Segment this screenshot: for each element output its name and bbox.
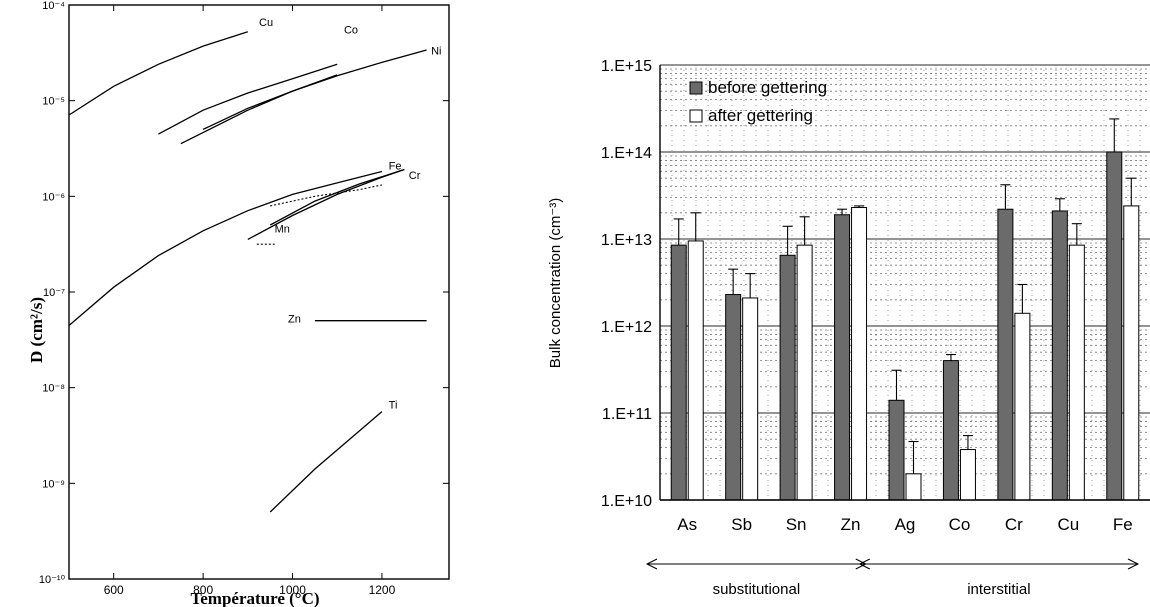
- bar-before-sn: [779, 254, 796, 501]
- left-x-tick-label: 800: [193, 583, 213, 597]
- bar-before-cu: [1051, 210, 1068, 501]
- left-curve-ni: [180, 49, 427, 145]
- diffusivity-chart: 10⁻⁴ 10⁻⁵ 10⁻⁶ 10⁻⁷ 10⁻⁸ 10⁻⁹ 10⁻¹⁰ 600 800 1000…: [27, 0, 450, 607]
- left-curve-co: [158, 63, 338, 135]
- right-x-tick-label: As: [677, 515, 697, 534]
- left-y-tick-label: 10⁻¹⁰: [39, 574, 66, 586]
- right-x-axis: As Sb Sn Zn Ag Co Cr Cu Fe: [677, 515, 1132, 534]
- right-y-tick-label: 1.E+11: [602, 406, 652, 423]
- concentration-chart: 1.E+15 1.E+14 1.E+13 1.E+12 1.E+11 1.E+10 As S…: [547, 58, 1150, 598]
- curve-label-cr: Cr: [409, 170, 421, 182]
- left-y-axis-label: D (cm²/s): [27, 297, 46, 363]
- left-curve-mn: [270, 184, 383, 207]
- right-y-axis: 1.E+15 1.E+14 1.E+13 1.E+12 1.E+11 1.E+10: [601, 58, 652, 510]
- legend-swatch-after: [689, 109, 703, 123]
- right-legend: before gettering after gettering: [689, 78, 827, 125]
- curve-label-co: Co: [344, 25, 358, 37]
- right-x-tick-label: Sb: [731, 515, 752, 534]
- right-x-tick-label: Fe: [1113, 515, 1133, 534]
- left-curve-ti: [269, 411, 383, 513]
- left-y-tick-label: 10⁻⁹: [42, 478, 65, 490]
- curve-label-ni: Ni: [431, 46, 441, 58]
- left-x-axis: 600 800 1000 1200: [104, 5, 396, 597]
- curve-label-mn: Mn: [275, 224, 290, 236]
- bar-after-as: [687, 240, 704, 501]
- bar-before-as: [670, 244, 687, 501]
- legend-label-after: after gettering: [708, 106, 813, 125]
- left-curve-cr: [247, 168, 405, 240]
- left-plot-frame: [68, 4, 450, 580]
- left-curve-ni: [202, 74, 338, 130]
- group-arrow-left-substitutional: [645, 558, 658, 570]
- curve-label-fe: Fe: [389, 161, 402, 173]
- right-y-tick-label: 1.E+10: [601, 493, 652, 510]
- left-series-group: [68, 31, 427, 513]
- right-group-labels: substitutional interstitial: [645, 558, 1140, 598]
- right-x-tick-label: Cr: [1005, 515, 1023, 534]
- left-y-tick-label: 10⁻⁶: [42, 191, 65, 203]
- bar-after-sn: [796, 244, 813, 501]
- right-x-tick-label: Ag: [895, 515, 916, 534]
- group-label-substitutional: substitutional: [713, 581, 801, 598]
- legend-label-before: before gettering: [708, 78, 827, 97]
- left-y-tick-label: 10⁻⁵: [42, 96, 65, 108]
- bar-after-ag: [905, 473, 922, 501]
- bar-after-zn: [851, 207, 868, 501]
- left-curve-cu: [68, 31, 248, 116]
- left-x-tick-label: 1000: [279, 583, 306, 597]
- group-arrow-left-interstitial: [858, 558, 871, 570]
- right-x-tick-label: Zn: [841, 515, 861, 534]
- bar-before-zn: [834, 214, 851, 501]
- group-arrow-right-interstitial: [1127, 558, 1140, 570]
- right-x-tick-label: Cu: [1057, 515, 1079, 534]
- right-grid: [660, 64, 1150, 501]
- right-y-tick-label: 1.E+15: [601, 58, 652, 75]
- left-x-tick-label: 1200: [369, 583, 396, 597]
- bar-before-cr: [997, 208, 1014, 501]
- right-y-tick-label: 1.E+13: [601, 232, 652, 249]
- right-x-tick-label: Co: [949, 515, 971, 534]
- bar-after-cr: [1014, 312, 1031, 501]
- left-y-tick-label: 10⁻⁴: [42, 0, 65, 12]
- group-label-interstitial: interstitial: [967, 581, 1030, 598]
- curve-label-zn: Zn: [288, 314, 301, 326]
- right-y-tick-label: 1.E+12: [601, 319, 652, 336]
- bar-before-co: [942, 360, 959, 501]
- bar-after-cu: [1068, 244, 1085, 501]
- left-y-axis: 10⁻⁴ 10⁻⁵ 10⁻⁶ 10⁻⁷ 10⁻⁸ 10⁻⁹ 10⁻¹⁰: [39, 0, 449, 586]
- bar-after-fe: [1123, 205, 1140, 501]
- right-bars: [670, 151, 1140, 501]
- bar-after-sb: [742, 297, 759, 501]
- curve-label-cu: Cu: [259, 17, 273, 29]
- right-y-axis-label: Bulk concentration (cm⁻³): [547, 198, 564, 368]
- bar-before-sb: [725, 294, 742, 501]
- bar-after-co: [959, 449, 976, 501]
- left-x-axis-label: Température (°C): [190, 589, 319, 607]
- left-y-tick-label: 10⁻⁷: [43, 287, 65, 299]
- right-error-bars: [673, 118, 1137, 474]
- legend-swatch-before: [689, 81, 703, 95]
- curve-label-ti: Ti: [389, 400, 398, 412]
- left-curve-labels: Cu Co Ni Fe Cr Mn Zn Ti: [259, 17, 442, 412]
- bar-before-fe: [1106, 151, 1123, 501]
- bar-before-ag: [888, 399, 905, 501]
- left-curve-fe: [68, 170, 383, 326]
- right-y-tick-label: 1.E+14: [601, 145, 652, 162]
- left-x-tick-label: 600: [104, 583, 124, 597]
- left-y-tick-label: 10⁻⁸: [42, 383, 65, 395]
- right-x-tick-label: Sn: [786, 515, 807, 534]
